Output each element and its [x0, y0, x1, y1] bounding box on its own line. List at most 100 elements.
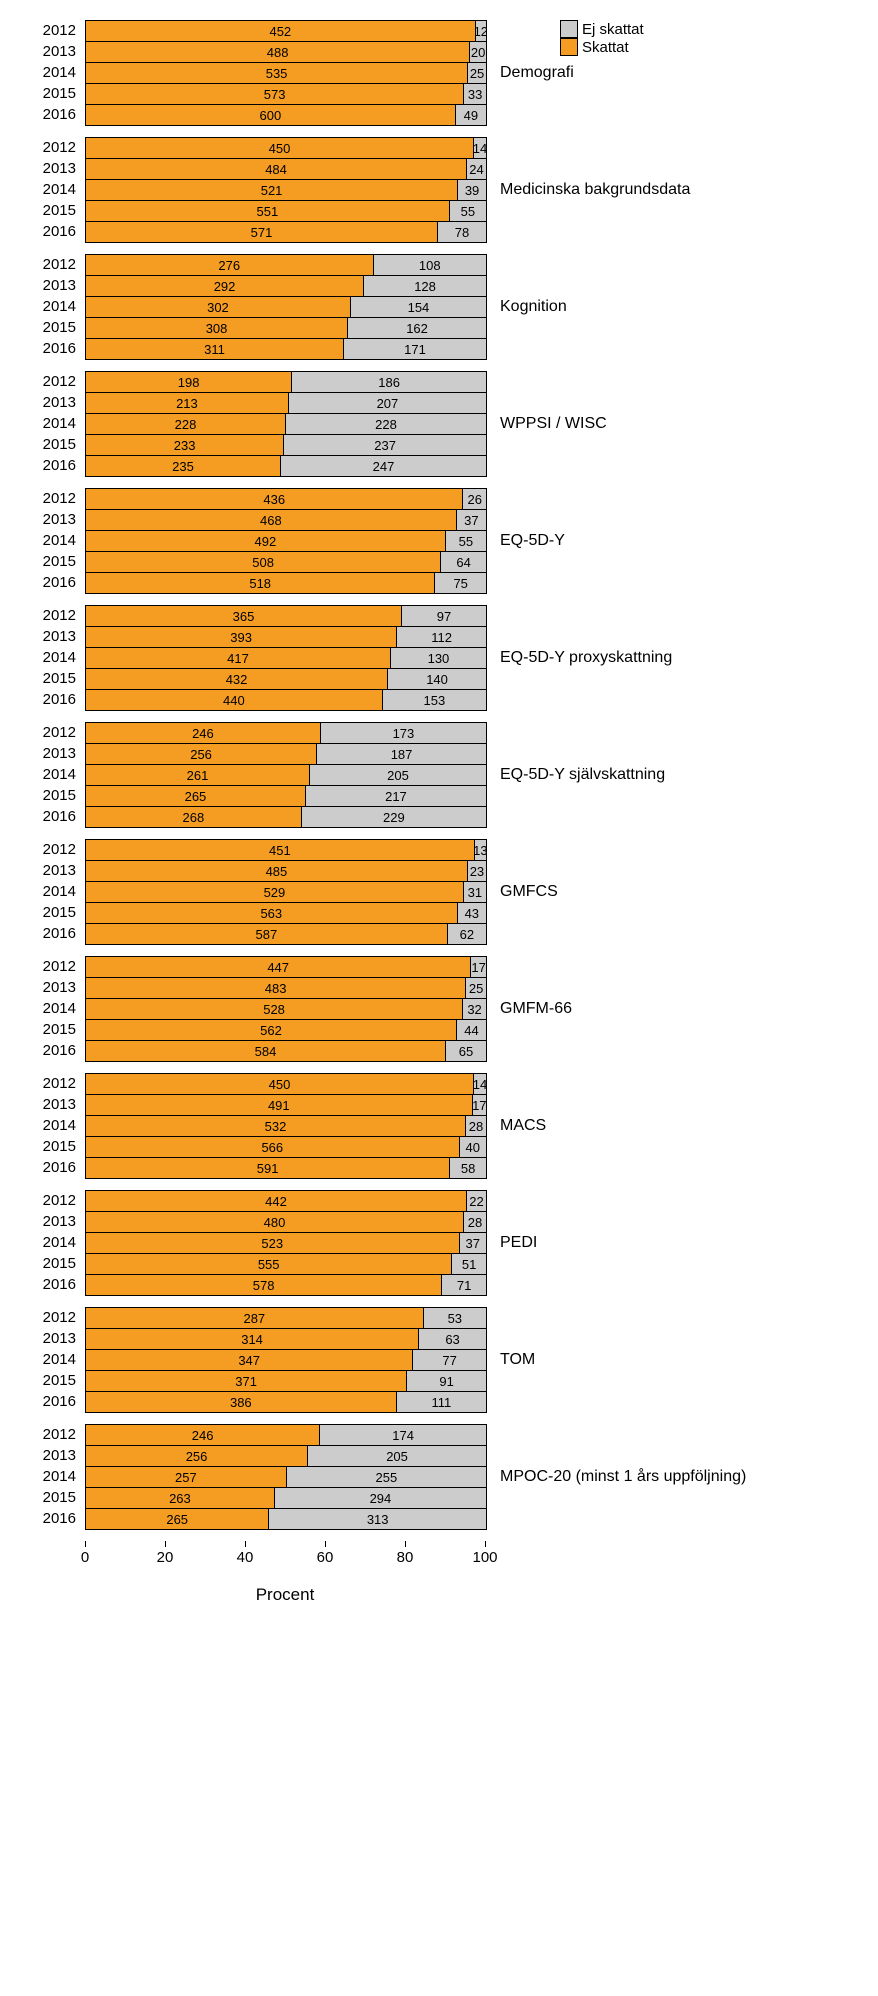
chart-groups: 2012452122013488202014535252015573332016…: [20, 20, 858, 1530]
year-label: 2014: [26, 180, 76, 200]
bar-segment-ej-skattat: 112: [397, 627, 486, 647]
bar-segment-ej-skattat: 53: [424, 1308, 486, 1328]
bar-segment-skattat: 451: [86, 840, 475, 860]
bar-segment-skattat: 523: [86, 1233, 460, 1253]
bar-row: 201555155: [86, 200, 486, 221]
bar-row: 201434777: [86, 1349, 486, 1370]
bar-row: 2013256187: [86, 743, 486, 764]
axis-tick: [85, 1541, 86, 1547]
group-label: MACS: [500, 1117, 546, 1135]
year-label: 2013: [26, 510, 76, 530]
bar-segment-skattat: 591: [86, 1158, 450, 1178]
bar-segment-skattat: 450: [86, 138, 474, 158]
bar-segment-ej-skattat: 65: [446, 1041, 486, 1061]
year-label: 2016: [26, 339, 76, 359]
year-label: 2014: [26, 1467, 76, 1487]
bar-segment-skattat: 584: [86, 1041, 446, 1061]
year-label: 2016: [26, 1041, 76, 1061]
bar-segment-ej-skattat: 207: [289, 393, 486, 413]
bar-segment-ej-skattat: 91: [407, 1371, 486, 1391]
bar-segment-skattat: 452: [86, 21, 476, 41]
x-axis-title: Procent: [85, 1585, 485, 1605]
bar-segment-skattat: 261: [86, 765, 310, 785]
bar-segment-skattat: 268: [86, 807, 302, 827]
bar-row: 2016235247: [86, 455, 486, 476]
bar-segment-skattat: 573: [86, 84, 464, 104]
group-label: EQ-5D-Y självskattning: [500, 766, 665, 784]
bar-row: 2013292128: [86, 275, 486, 296]
bar-segment-ej-skattat: 55: [450, 201, 486, 221]
chart-group: 2012450142013491172014532282015566402016…: [20, 1073, 858, 1179]
year-label: 2016: [26, 222, 76, 242]
bar-segment-skattat: 562: [86, 1020, 457, 1040]
bar-segment-ej-skattat: 171: [344, 339, 486, 359]
bar-row: 201452337: [86, 1232, 486, 1253]
bar-segment-skattat: 484: [86, 159, 467, 179]
year-label: 2012: [26, 957, 76, 977]
bar-row: 201243626: [86, 488, 486, 509]
group-label: Medicinska bakgrundsdata: [500, 181, 690, 199]
bar-segment-ej-skattat: 17: [471, 957, 486, 977]
bar-area: 2012450142013491172014532282015566402016…: [85, 1073, 487, 1179]
bar-segment-skattat: 256: [86, 1446, 308, 1466]
bar-row: 201245014: [86, 137, 486, 158]
bar-segment-skattat: 447: [86, 957, 471, 977]
bar-segment-ej-skattat: 75: [435, 573, 486, 593]
bar-segment-skattat: 492: [86, 531, 446, 551]
bar-segment-skattat: 508: [86, 552, 441, 572]
year-label: 2014: [26, 1116, 76, 1136]
bar-segment-skattat: 528: [86, 999, 463, 1019]
axis-tick-label: 40: [237, 1549, 254, 1566]
bar-row: 2016440153: [86, 689, 486, 710]
axis-tick-label: 100: [472, 1549, 497, 1566]
bar-segment-skattat: 235: [86, 456, 281, 476]
bar-segment-skattat: 480: [86, 1212, 464, 1232]
bar-row: 201453525: [86, 62, 486, 83]
bar-row: 201245212: [86, 20, 486, 41]
axis-tick-label: 60: [317, 1549, 334, 1566]
chart-group: 2012365972013393112201441713020154321402…: [20, 605, 858, 711]
year-label: 2016: [26, 1392, 76, 1412]
bar-row: 201348325: [86, 977, 486, 998]
bar-segment-skattat: 571: [86, 222, 438, 242]
year-label: 2014: [26, 1233, 76, 1253]
group-label: EQ-5D-Y proxyskattning: [500, 649, 672, 667]
year-label: 2015: [26, 1371, 76, 1391]
bar-segment-skattat: 488: [86, 42, 470, 62]
axis-tick: [245, 1541, 246, 1547]
chart-group: 2012436262013468372014492552015508642016…: [20, 488, 858, 594]
bar-row: 2016386111: [86, 1391, 486, 1412]
year-label: 2012: [26, 138, 76, 158]
year-label: 2013: [26, 42, 76, 62]
bar-area: 2012450142013484242014521392015551552016…: [85, 137, 487, 243]
bar-row: 201657178: [86, 221, 486, 242]
bar-segment-skattat: 483: [86, 978, 466, 998]
year-label: 2016: [26, 924, 76, 944]
bar-area: 2012451132013485232014529312015563432016…: [85, 839, 487, 945]
bar-row: 2016265313: [86, 1508, 486, 1529]
bar-segment-skattat: 287: [86, 1308, 424, 1328]
year-label: 2015: [26, 669, 76, 689]
bar-row: 201245113: [86, 839, 486, 860]
bar-area: 2012276108201329212820143021542015308162…: [85, 254, 487, 360]
bar-row: 2013213207: [86, 392, 486, 413]
bar-segment-skattat: 555: [86, 1254, 452, 1274]
bar-segment-skattat: 265: [86, 786, 306, 806]
bar-segment-skattat: 468: [86, 510, 457, 530]
bar-row: 2015432140: [86, 668, 486, 689]
bar-row: 201449255: [86, 530, 486, 551]
group-label: TOM: [500, 1351, 535, 1369]
year-label: 2012: [26, 372, 76, 392]
x-axis: 020406080100: [85, 1541, 487, 1581]
bar-segment-skattat: 521: [86, 180, 458, 200]
bar-row: 201348424: [86, 158, 486, 179]
bar-row: 2014257255: [86, 1466, 486, 1487]
year-label: 2015: [26, 435, 76, 455]
bar-segment-skattat: 213: [86, 393, 289, 413]
bar-row: 201550864: [86, 551, 486, 572]
group-label: PEDI: [500, 1234, 537, 1252]
bar-segment-ej-skattat: 28: [464, 1212, 486, 1232]
bar-row: 201557333: [86, 83, 486, 104]
year-label: 2016: [26, 105, 76, 125]
bar-segment-ej-skattat: 140: [388, 669, 486, 689]
